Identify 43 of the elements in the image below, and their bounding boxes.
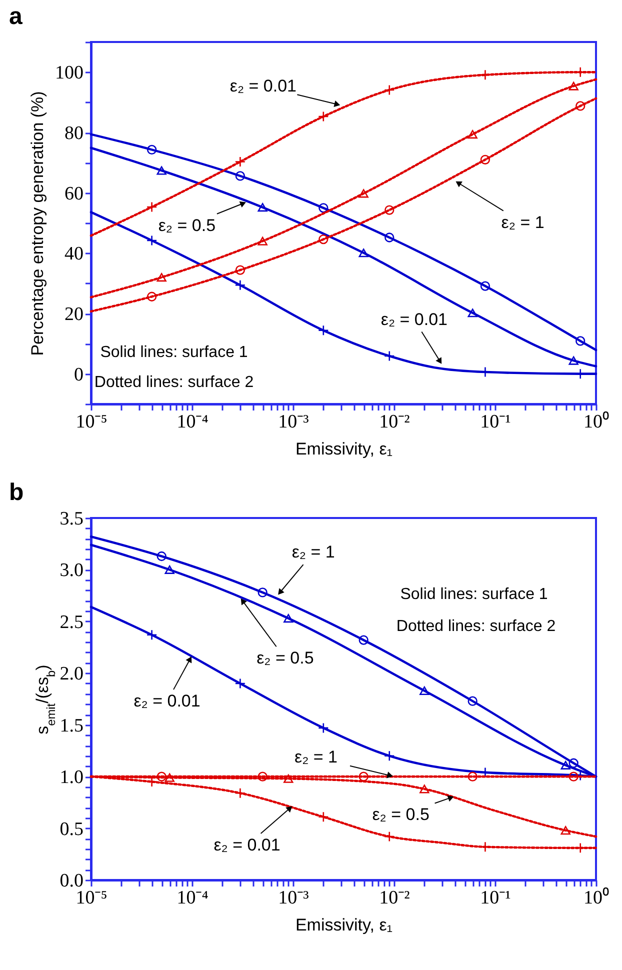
y-tick-label: 20 bbox=[64, 304, 84, 325]
chart-title: a bbox=[9, 3, 23, 30]
x-axis-title: Emissivity, ε₁ bbox=[295, 916, 393, 934]
y-tick-label: 1.0 bbox=[60, 767, 84, 788]
x-tick-label: 10⁻² bbox=[379, 412, 410, 432]
x-tick-label: 10⁻⁴ bbox=[176, 412, 209, 432]
annotation: ε₂ = 1 bbox=[501, 212, 544, 232]
annotation: ε₂ = 0.5 bbox=[158, 216, 216, 235]
x-tick-label: 10⁻¹ bbox=[480, 412, 512, 432]
x-tick-label: 10⁻⁵ bbox=[76, 412, 108, 432]
annotation: ε₂ = 0.5 bbox=[256, 648, 314, 668]
y-axis-title: Percentage entropy generation (%) bbox=[28, 91, 47, 356]
annotation: Dotted lines: surface 2 bbox=[396, 618, 556, 635]
x-tick-label: 10⁻³ bbox=[278, 888, 310, 908]
y-tick-label: 2.5 bbox=[60, 612, 84, 633]
annotation: ε₂ = 0.01 bbox=[134, 692, 200, 711]
annotation: Dotted lines: surface 2 bbox=[94, 374, 254, 391]
x-tick-label: 10⁻³ bbox=[278, 412, 310, 432]
y-tick-label: 0.5 bbox=[60, 818, 84, 840]
annotation: Solid lines: surface 1 bbox=[400, 586, 548, 603]
x-tick-label: 10⁰ bbox=[584, 886, 610, 908]
annotation: Solid lines: surface 1 bbox=[100, 344, 248, 361]
x-axis-title: Emissivity, ε₁ bbox=[295, 440, 393, 458]
y-tick-label: 2.0 bbox=[60, 664, 84, 685]
y-tick-label: 0 bbox=[74, 364, 84, 386]
y-tick-label: 40 bbox=[64, 244, 84, 265]
x-tick-label: 10⁻¹ bbox=[480, 888, 512, 908]
x-tick-label: 10⁰ bbox=[584, 410, 610, 432]
annotation: ε₂ = 0.01 bbox=[230, 76, 297, 96]
x-tick-label: 10⁻² bbox=[379, 888, 410, 908]
y-tick-label: 60 bbox=[64, 183, 84, 204]
annotation: ε₂ = 1 bbox=[292, 542, 335, 562]
y-tick-label: 3.0 bbox=[60, 560, 84, 582]
y-tick-label: 3.5 bbox=[60, 508, 84, 530]
y-tick-label: 100 bbox=[55, 62, 84, 84]
annotation: ε₂ = 0.01 bbox=[214, 836, 280, 855]
x-tick-label: 10⁻⁴ bbox=[176, 888, 209, 908]
annotation: ε₂ = 0.01 bbox=[380, 310, 448, 329]
annotation: ε₂ = 1 bbox=[294, 748, 338, 767]
annotation: ε₂ = 0.5 bbox=[372, 805, 430, 824]
y-tick-label: 1.5 bbox=[60, 715, 84, 736]
chart-title: b bbox=[9, 479, 24, 506]
y-tick-label: 80 bbox=[64, 123, 84, 144]
